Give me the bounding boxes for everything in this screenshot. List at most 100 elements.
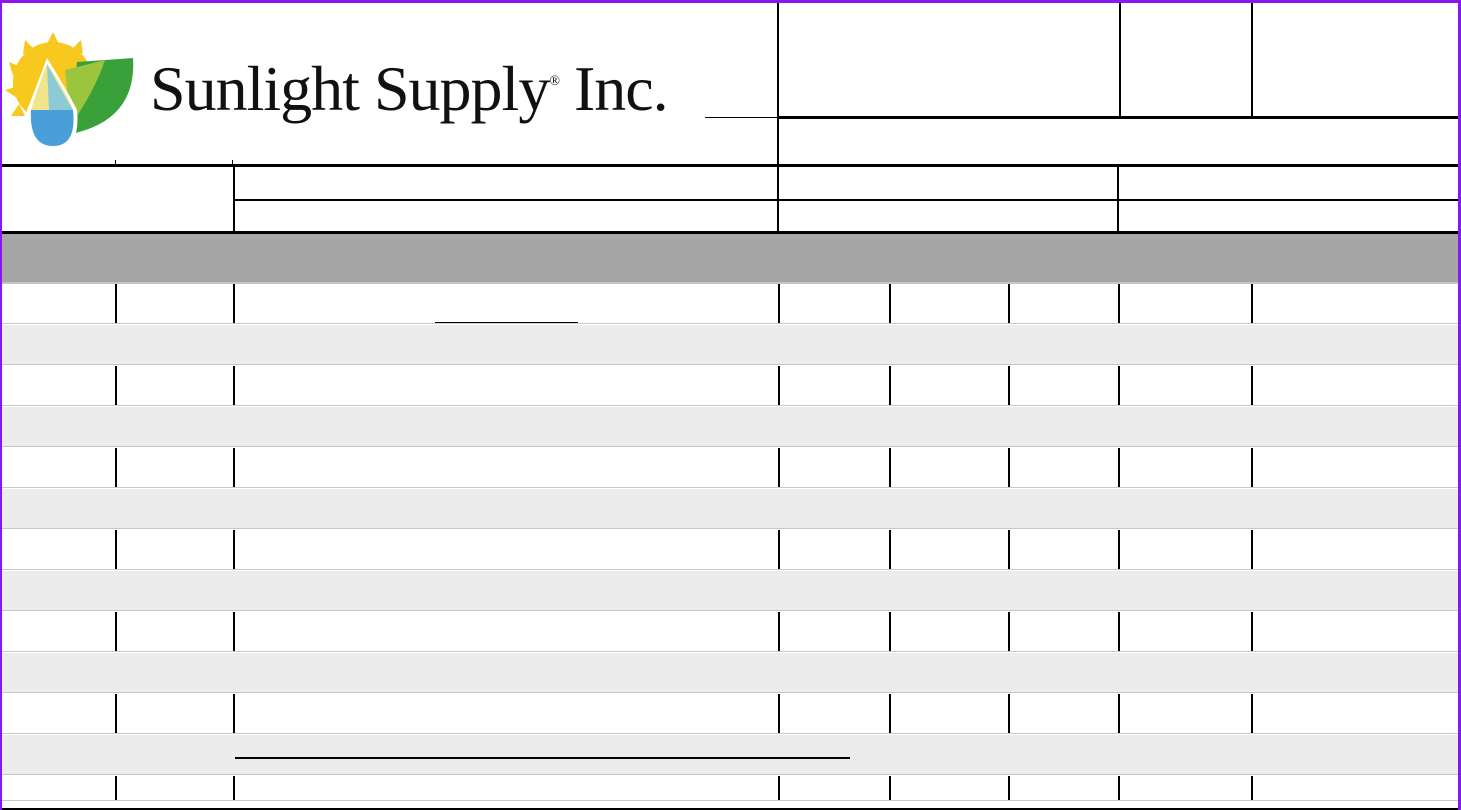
table-cell[interactable] bbox=[1010, 612, 1118, 652]
info-label-cell bbox=[0, 167, 232, 232]
table-cell[interactable] bbox=[2, 776, 115, 801]
table-cell[interactable] bbox=[1010, 694, 1118, 734]
divider bbox=[1118, 284, 1120, 324]
table-cell[interactable] bbox=[117, 366, 233, 406]
table-cell[interactable] bbox=[1010, 448, 1118, 488]
table-cell[interactable] bbox=[235, 612, 778, 652]
header-field[interactable] bbox=[1121, 3, 1251, 115]
divider bbox=[435, 322, 578, 323]
divider bbox=[889, 776, 891, 801]
table-cell[interactable] bbox=[1253, 366, 1459, 406]
table-cell[interactable] bbox=[1253, 448, 1459, 488]
divider bbox=[1251, 0, 1253, 117]
table-cell[interactable] bbox=[780, 612, 889, 652]
divider bbox=[233, 694, 235, 734]
table-cell[interactable] bbox=[1120, 448, 1251, 488]
table-cell[interactable] bbox=[1253, 776, 1459, 801]
info-field[interactable] bbox=[234, 201, 777, 232]
table-cell[interactable] bbox=[1120, 612, 1251, 652]
section-header-band bbox=[0, 234, 1459, 282]
divider bbox=[778, 366, 780, 406]
table-cell[interactable] bbox=[891, 448, 1008, 488]
table-cell[interactable] bbox=[1010, 776, 1118, 801]
divider bbox=[0, 282, 1459, 284]
table-row-note[interactable] bbox=[0, 735, 1459, 775]
table-row-note[interactable] bbox=[0, 407, 1459, 447]
header-field[interactable] bbox=[779, 3, 1119, 115]
table-cell[interactable] bbox=[117, 284, 233, 324]
table-row-note[interactable] bbox=[0, 489, 1459, 529]
table-cell[interactable] bbox=[117, 448, 233, 488]
table-row bbox=[0, 612, 1459, 652]
divider bbox=[115, 284, 117, 324]
table-cell[interactable] bbox=[235, 366, 778, 406]
table-cell[interactable] bbox=[117, 776, 233, 801]
divider bbox=[889, 694, 891, 734]
table-cell[interactable] bbox=[891, 776, 1008, 801]
divider bbox=[889, 284, 891, 324]
info-field[interactable] bbox=[779, 201, 1117, 232]
table-cell[interactable] bbox=[891, 694, 1008, 734]
divider bbox=[233, 612, 235, 652]
divider bbox=[1008, 530, 1010, 570]
divider bbox=[115, 160, 116, 165]
table-cell[interactable] bbox=[235, 694, 778, 734]
table-cell[interactable] bbox=[1120, 694, 1251, 734]
table-cell[interactable] bbox=[235, 530, 778, 570]
table-row-note[interactable] bbox=[0, 653, 1459, 693]
table-cell[interactable] bbox=[1253, 612, 1459, 652]
header-field[interactable] bbox=[1253, 3, 1458, 115]
table-cell[interactable] bbox=[1120, 776, 1251, 801]
table-cell[interactable] bbox=[780, 530, 889, 570]
info-field[interactable] bbox=[234, 167, 777, 198]
table-cell[interactable] bbox=[235, 776, 778, 801]
divider bbox=[1118, 694, 1120, 734]
divider bbox=[1118, 448, 1120, 488]
table-cell[interactable] bbox=[2, 284, 115, 324]
table-cell[interactable] bbox=[117, 530, 233, 570]
table-cell[interactable] bbox=[780, 284, 889, 324]
table-cell[interactable] bbox=[780, 366, 889, 406]
table-cell[interactable] bbox=[891, 284, 1008, 324]
table-cell[interactable] bbox=[235, 448, 778, 488]
table-cell[interactable] bbox=[780, 776, 889, 801]
divider bbox=[778, 448, 780, 488]
table-cell[interactable] bbox=[891, 366, 1008, 406]
table-cell[interactable] bbox=[2, 530, 115, 570]
table-cell[interactable] bbox=[891, 530, 1008, 570]
table-cell[interactable] bbox=[1253, 530, 1459, 570]
table-cell[interactable] bbox=[780, 694, 889, 734]
table-cell[interactable] bbox=[117, 694, 233, 734]
table-row bbox=[0, 284, 1459, 324]
table-cell[interactable] bbox=[1010, 284, 1118, 324]
table-cell[interactable] bbox=[1120, 284, 1251, 324]
table-cell[interactable] bbox=[2, 694, 115, 734]
info-field[interactable] bbox=[779, 167, 1117, 198]
info-field[interactable] bbox=[1119, 201, 1458, 232]
divider bbox=[778, 116, 1459, 119]
table-cell[interactable] bbox=[1120, 366, 1251, 406]
table-cell[interactable] bbox=[1253, 694, 1459, 734]
table-row-note[interactable] bbox=[0, 325, 1459, 365]
divider bbox=[1251, 530, 1253, 570]
table-cell[interactable] bbox=[117, 612, 233, 652]
table-cell[interactable] bbox=[780, 448, 889, 488]
table-cell[interactable] bbox=[1010, 366, 1118, 406]
table-cell[interactable] bbox=[1253, 284, 1459, 324]
table-row-note[interactable] bbox=[0, 571, 1459, 611]
table-cell[interactable] bbox=[891, 612, 1008, 652]
table-row bbox=[0, 448, 1459, 488]
table-cell[interactable] bbox=[235, 284, 778, 324]
divider bbox=[1008, 776, 1010, 801]
table-cell[interactable] bbox=[2, 366, 115, 406]
info-field[interactable] bbox=[1119, 167, 1458, 198]
divider bbox=[233, 448, 235, 488]
divider bbox=[1251, 448, 1253, 488]
table-cell[interactable] bbox=[2, 612, 115, 652]
header-field[interactable] bbox=[779, 119, 1458, 164]
table-cell[interactable] bbox=[1010, 530, 1118, 570]
divider bbox=[115, 366, 117, 406]
table-cell[interactable] bbox=[2, 448, 115, 488]
divider bbox=[889, 448, 891, 488]
table-cell[interactable] bbox=[1120, 530, 1251, 570]
